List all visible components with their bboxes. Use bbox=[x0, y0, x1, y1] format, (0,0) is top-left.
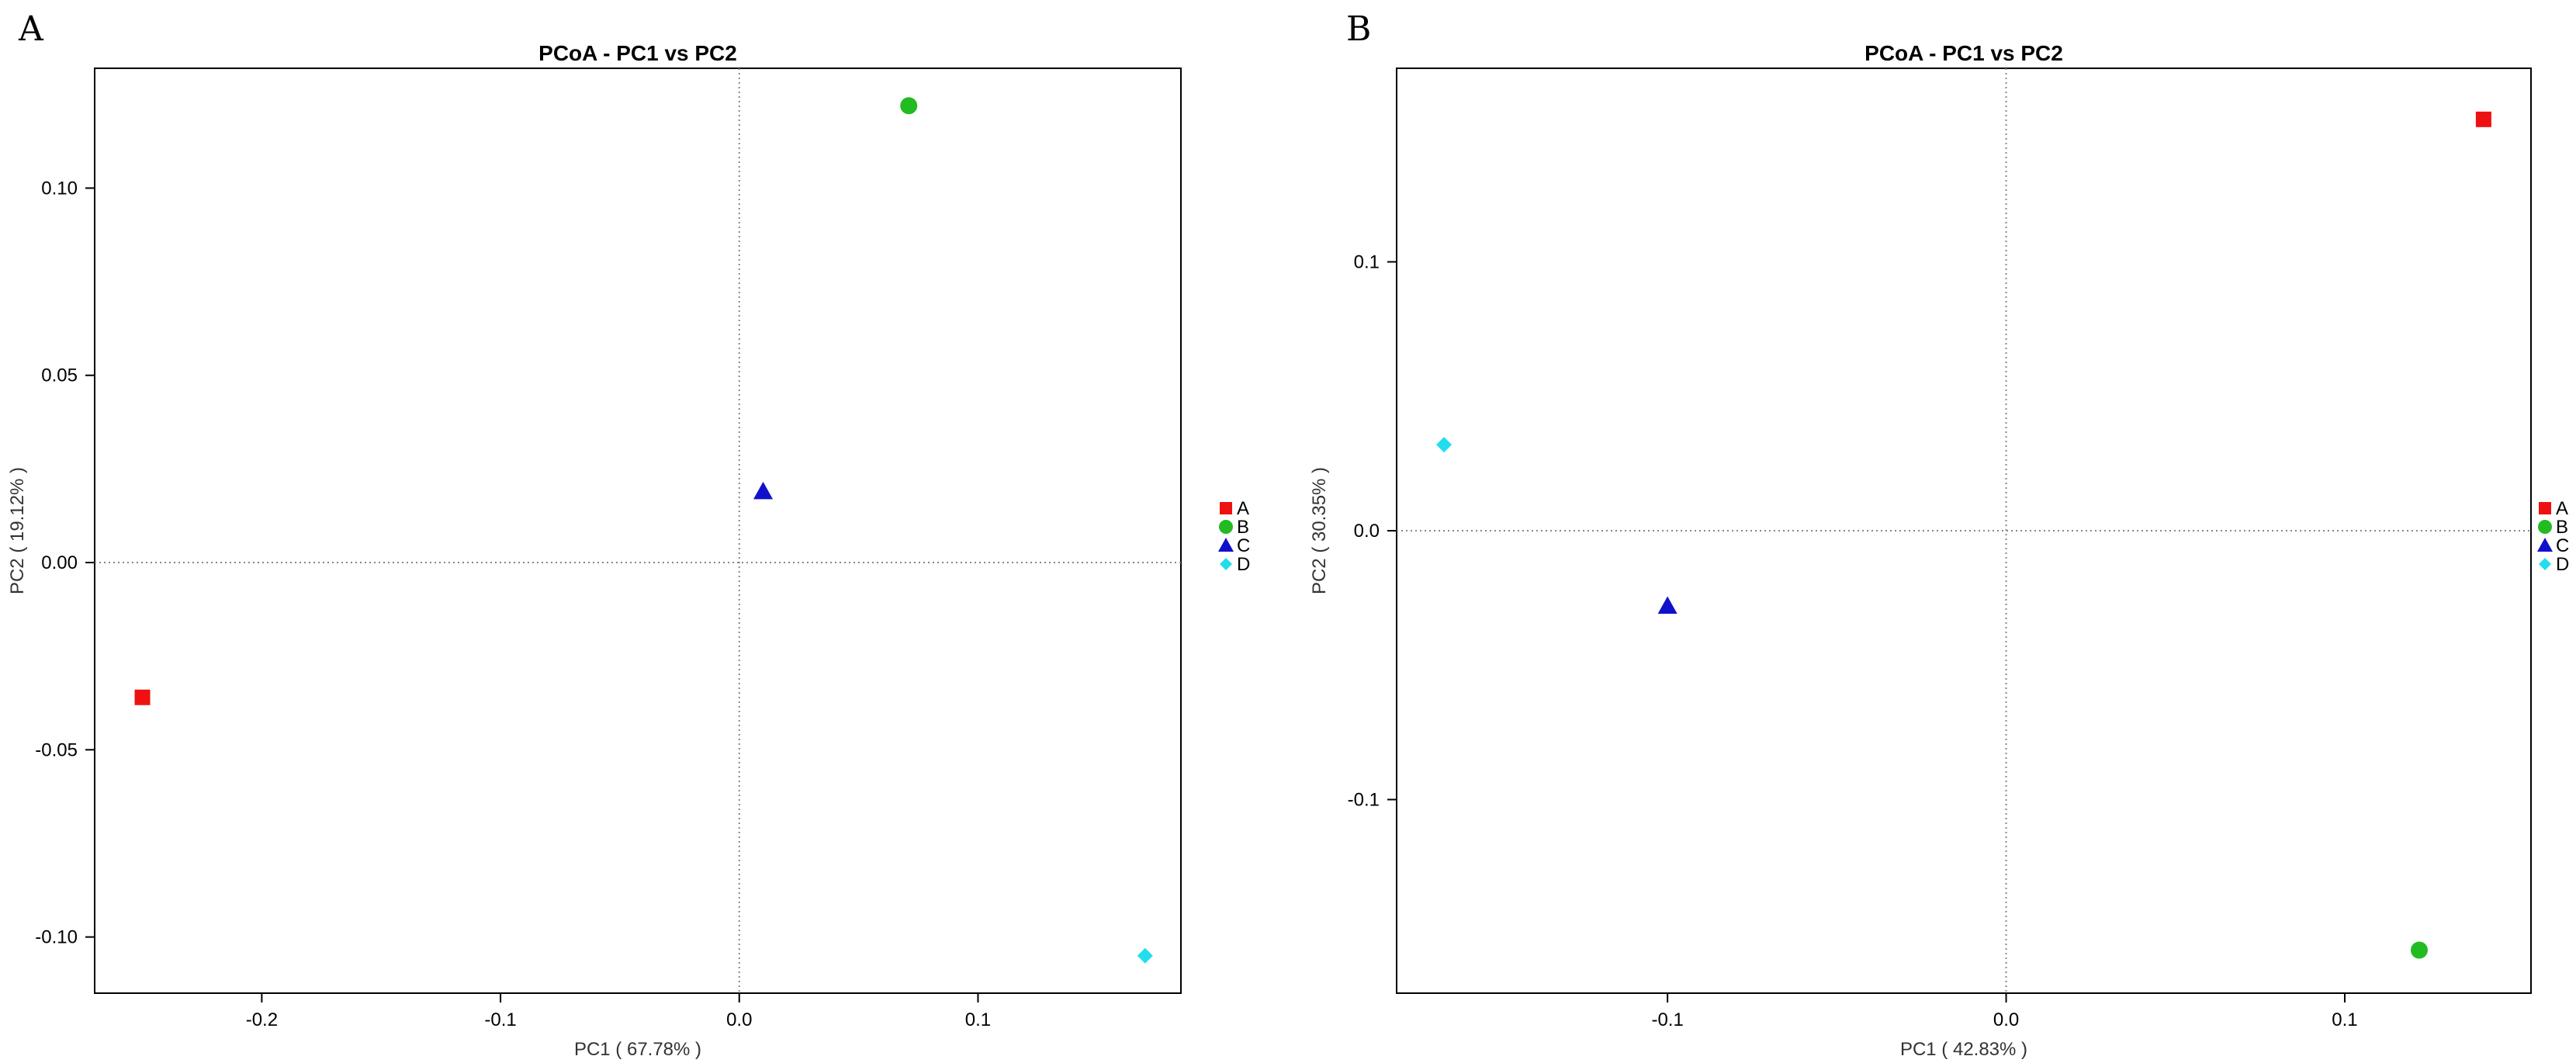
data-point-d bbox=[1137, 947, 1153, 964]
y-axis-label: PC2 ( 30.35% ) bbox=[1309, 467, 1330, 594]
legend-marker-a bbox=[2539, 502, 2551, 514]
y-tick-label: -0.10 bbox=[35, 927, 78, 948]
x-tick-label: 0.1 bbox=[2332, 1009, 2357, 1030]
y-tick-label: 0.1 bbox=[1354, 251, 1380, 272]
legend-label-d: D bbox=[2556, 554, 2569, 575]
chart-title: PCoA - PC1 vs PC2 bbox=[538, 41, 737, 65]
data-point-d bbox=[1436, 437, 1452, 453]
x-tick-label: -0.1 bbox=[484, 1009, 516, 1030]
y-tick-label: -0.1 bbox=[1348, 790, 1380, 811]
legend-marker-a bbox=[1220, 502, 1232, 514]
chart-title: PCoA - PC1 vs PC2 bbox=[1864, 41, 2063, 65]
data-point-c bbox=[753, 481, 774, 500]
y-axis-label: PC2 ( 19.12% ) bbox=[7, 467, 28, 594]
data-point-a bbox=[2475, 111, 2491, 127]
x-tick-label: -0.1 bbox=[1651, 1009, 1683, 1030]
plot-frame bbox=[94, 68, 1182, 994]
legend-marker-b bbox=[2538, 520, 2552, 534]
y-tick-label: -0.05 bbox=[35, 739, 78, 760]
legend-label-a: A bbox=[1237, 498, 1249, 519]
legend-label-c: C bbox=[2556, 535, 2569, 556]
legend-marker-d bbox=[1220, 558, 1232, 570]
y-tick-label: 0.0 bbox=[1354, 521, 1380, 542]
data-point-c bbox=[1657, 596, 1678, 615]
legend-label-c: C bbox=[1237, 535, 1250, 556]
data-point-a bbox=[134, 689, 151, 705]
x-tick-label: -0.2 bbox=[246, 1009, 278, 1030]
y-tick-label: 0.05 bbox=[41, 365, 78, 386]
panel-label: B bbox=[1346, 9, 1371, 49]
legend-marker-b bbox=[1219, 520, 1233, 534]
data-point-b bbox=[2410, 941, 2428, 959]
chart-panel-a: A PCoA - PC1 vs PC2 -0.2 -0.1 0.0 0.1 -0.10 -0.… bbox=[7, 9, 1250, 1060]
legend-marker-d bbox=[2539, 558, 2551, 570]
data-point-b bbox=[900, 97, 918, 115]
panel-label: A bbox=[18, 9, 44, 49]
y-tick-label: 0.10 bbox=[41, 178, 78, 199]
x-tick-label: 0.0 bbox=[1993, 1009, 2019, 1030]
x-axis-label: PC1 ( 67.78% ) bbox=[574, 1039, 701, 1060]
legend-label-b: B bbox=[2556, 517, 2568, 538]
legend-label-d: D bbox=[1237, 554, 1250, 575]
legend-label-b: B bbox=[1237, 517, 1249, 538]
y-tick-label: 0.00 bbox=[41, 552, 78, 573]
x-tick-label: 0.1 bbox=[965, 1009, 991, 1030]
legend-label-a: A bbox=[2556, 498, 2568, 519]
x-tick-label: 0.0 bbox=[726, 1009, 752, 1030]
x-axis-label: PC1 ( 42.83% ) bbox=[1900, 1039, 2027, 1060]
legend-marker-c bbox=[1218, 538, 1234, 552]
legend-marker-c bbox=[2537, 538, 2553, 552]
chart-panel-b: B PCoA - PC1 vs PC2 -0.1 0.0 0.1 -0.1 0.0 0.1 PC… bbox=[1309, 9, 2569, 1060]
